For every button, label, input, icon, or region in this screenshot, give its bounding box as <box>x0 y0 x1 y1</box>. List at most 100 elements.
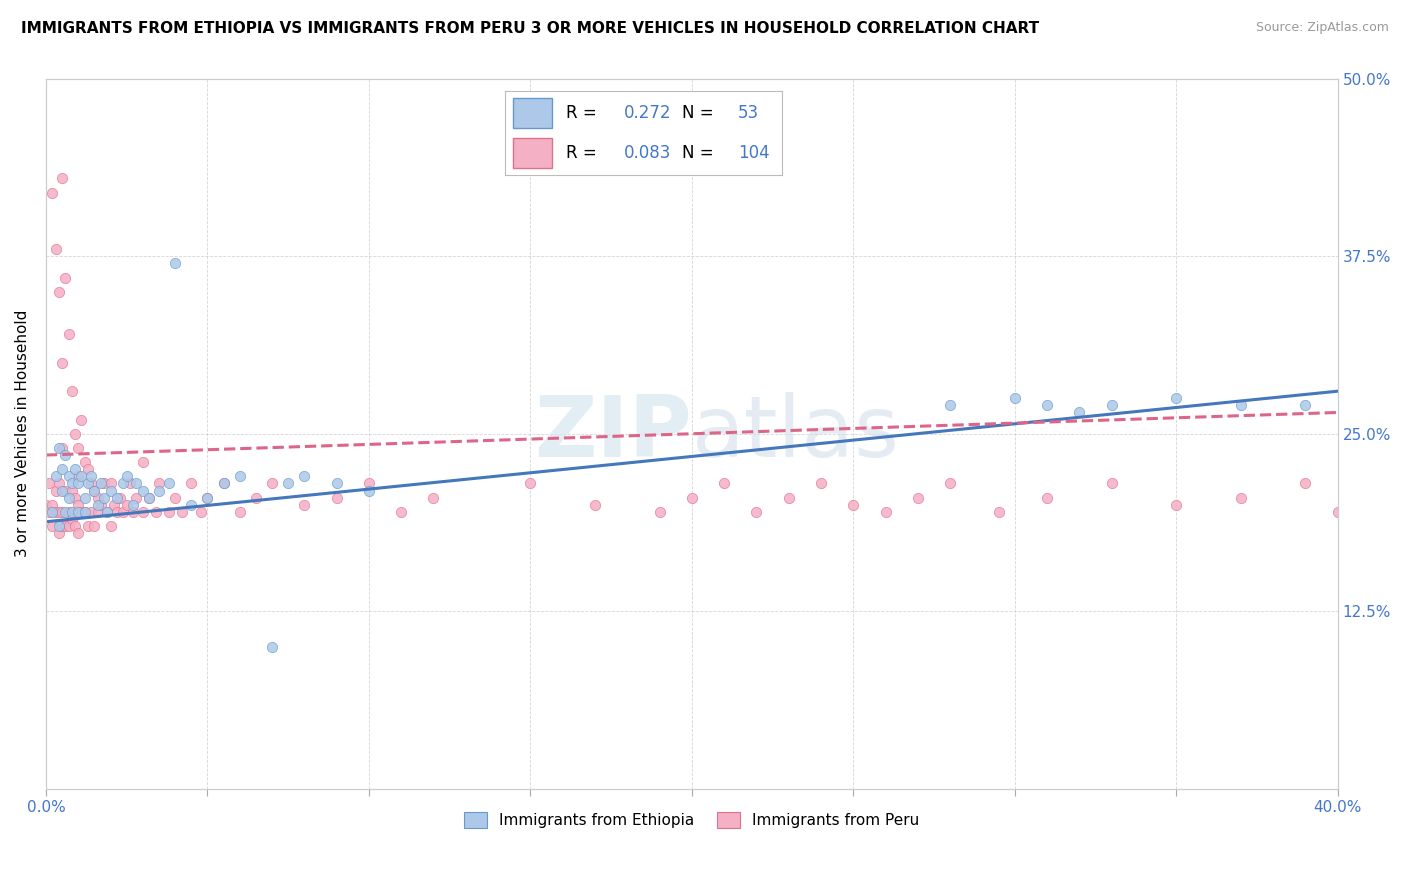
Point <box>58 505 80 519</box>
Point <box>277 476 299 491</box>
Point <box>48 526 70 541</box>
Point <box>90 476 112 491</box>
Point <box>63 491 86 505</box>
Point <box>67 469 90 483</box>
Point <box>180 498 202 512</box>
Point <box>1101 476 1123 491</box>
Point <box>1069 405 1091 419</box>
Point <box>170 505 193 519</box>
Point <box>197 491 219 505</box>
Point <box>41 505 63 519</box>
Point <box>148 483 170 498</box>
Point <box>45 469 67 483</box>
Point <box>51 483 73 498</box>
Point <box>681 491 703 505</box>
Point <box>157 476 180 491</box>
Point <box>103 498 125 512</box>
Point <box>713 476 735 491</box>
Point <box>165 256 187 270</box>
Point <box>45 505 67 519</box>
Point <box>422 491 444 505</box>
Point <box>96 505 118 519</box>
Point <box>73 505 96 519</box>
Point <box>60 512 83 526</box>
Point <box>83 483 105 498</box>
Point <box>1166 391 1188 405</box>
Point <box>48 505 70 519</box>
Point <box>1391 476 1406 491</box>
Point <box>148 476 170 491</box>
Point <box>70 505 93 519</box>
Point <box>51 171 73 186</box>
Point <box>53 519 76 533</box>
Point <box>180 476 202 491</box>
Point <box>90 498 112 512</box>
Point <box>48 441 70 455</box>
Point <box>51 356 73 370</box>
Point <box>60 505 83 519</box>
Point <box>80 476 103 491</box>
Point <box>51 505 73 519</box>
Point <box>1004 391 1026 405</box>
Point <box>115 498 138 512</box>
Point <box>132 455 155 469</box>
Point <box>1229 398 1251 412</box>
Point <box>67 498 90 512</box>
Point <box>100 519 122 533</box>
Point <box>987 505 1010 519</box>
Point <box>1294 476 1316 491</box>
Point <box>157 505 180 519</box>
Point <box>122 505 145 519</box>
Point <box>122 498 145 512</box>
Point <box>1101 398 1123 412</box>
Point <box>212 476 235 491</box>
Point <box>138 491 160 505</box>
Point <box>212 476 235 491</box>
Point <box>63 426 86 441</box>
Point <box>38 476 60 491</box>
Point <box>648 505 671 519</box>
Point <box>260 640 283 654</box>
Point <box>875 505 897 519</box>
Point <box>41 498 63 512</box>
Y-axis label: 3 or more Vehicles in Household: 3 or more Vehicles in Household <box>15 310 30 558</box>
Point <box>112 505 135 519</box>
Point <box>325 476 347 491</box>
Point <box>1294 398 1316 412</box>
Point <box>45 242 67 256</box>
Point <box>83 483 105 498</box>
Point <box>51 462 73 476</box>
Point <box>197 491 219 505</box>
Point <box>110 491 132 505</box>
Point <box>842 498 865 512</box>
Point <box>58 327 80 342</box>
Point <box>228 469 250 483</box>
Point <box>357 483 380 498</box>
Point <box>48 285 70 299</box>
Point <box>70 469 93 483</box>
Point <box>53 483 76 498</box>
Point <box>86 505 108 519</box>
Point <box>67 441 90 455</box>
Point <box>357 476 380 491</box>
Point <box>1326 505 1348 519</box>
Point <box>907 491 929 505</box>
Point <box>80 469 103 483</box>
Point <box>93 476 115 491</box>
Point <box>125 491 148 505</box>
Point <box>112 476 135 491</box>
Point <box>83 519 105 533</box>
Text: IMMIGRANTS FROM ETHIOPIA VS IMMIGRANTS FROM PERU 3 OR MORE VEHICLES IN HOUSEHOLD: IMMIGRANTS FROM ETHIOPIA VS IMMIGRANTS F… <box>21 21 1039 36</box>
Point <box>245 491 267 505</box>
Text: atlas: atlas <box>692 392 900 475</box>
Point <box>1358 491 1381 505</box>
Point <box>389 505 412 519</box>
Point <box>1229 491 1251 505</box>
Point <box>132 483 155 498</box>
Point <box>105 491 128 505</box>
Point <box>48 476 70 491</box>
Point <box>77 476 100 491</box>
Point <box>58 519 80 533</box>
Point <box>73 455 96 469</box>
Point <box>35 498 58 512</box>
